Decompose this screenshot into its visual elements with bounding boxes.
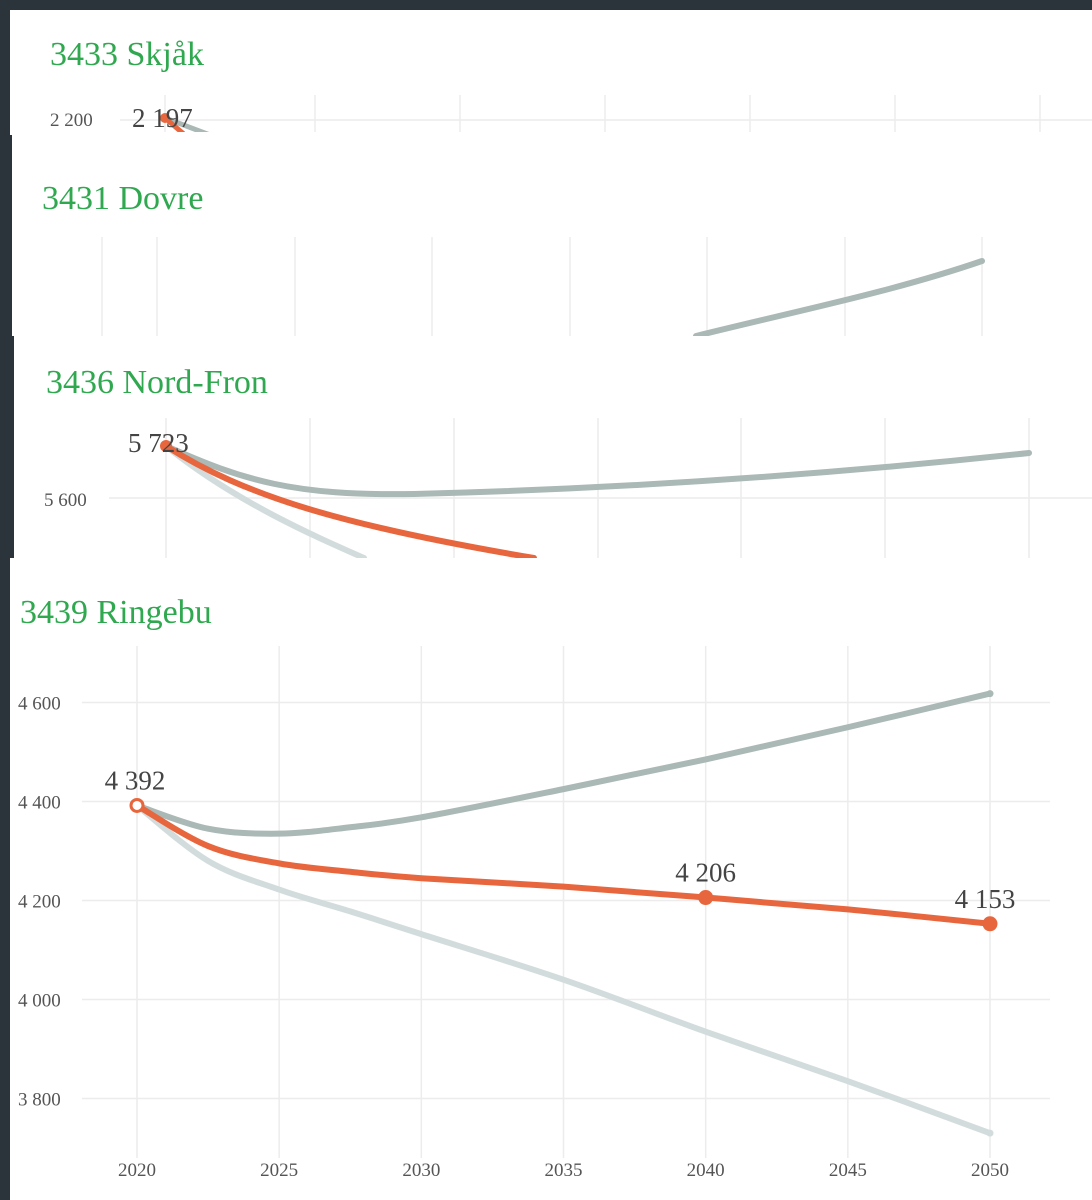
data-label-2020: 4 392 [105,765,166,795]
chart-ringebu-svg: 4 600 4 400 4 200 4 000 3 800 2020 2025 2030 20… [18,646,1050,1181]
series-main-line [163,443,537,558]
chart-skjak-svg: 2 200 2 197 [50,95,1092,135]
chart-panel-dovre: 3431 Dovre [12,132,1092,336]
data-point-2020 [160,113,170,123]
x-tick-label: 2040 [687,1160,725,1181]
series-high-line [134,690,993,837]
series-high-end-point [986,690,994,698]
data-label: 5 723 [128,428,189,458]
chart-panel-skjak: 3433 Skjåk 2 200 2 197 [10,10,1092,135]
y-tick-label: 4 000 [18,991,61,1012]
y-tick-label: 4 600 [18,694,61,715]
chart-panel-ringebu: 3439 Ringebu 4 600 4 400 4 200 4 000 3 800 2… [10,558,1092,1200]
y-tick-label: 4 200 [18,892,61,913]
series-high-line [163,443,1032,498]
x-tick-label: 2045 [829,1160,867,1181]
data-label-2040: 4 206 [675,858,736,888]
data-label: 2 197 [132,103,193,133]
series-high-line [693,258,985,336]
chart-panel-nord-fron: 3436 Nord-Fron 5 600 5 723 [14,336,1092,558]
chart-title: 3439 Ringebu [20,594,212,631]
series-low-line [134,802,993,1137]
y-tick-label: 3 800 [18,1090,61,1111]
chart-dovre-svg [101,237,985,336]
series-low-line [163,443,367,558]
y-tick-label: 4 400 [18,793,61,814]
x-tick-label: 2020 [118,1160,156,1181]
y-tick-label: 2 200 [50,110,93,131]
chart-title: 3431 Dovre [42,180,204,217]
y-tick-label: 5 600 [44,490,87,511]
series-main-line [134,802,993,927]
data-point-2040 [698,890,714,906]
x-tick-label: 2050 [971,1160,1009,1181]
data-point-2020 [160,440,172,452]
x-tick-label: 2030 [402,1160,440,1181]
data-point-2050 [982,916,998,932]
chart-title: 3436 Nord-Fron [46,364,268,401]
chart-nord-fron-svg: 5 600 5 723 [44,418,1092,558]
x-tick-label: 2035 [545,1160,583,1181]
chart-title: 3433 Skjåk [50,36,204,73]
series-low-end-point [986,1129,994,1137]
data-point-2020 [129,797,145,813]
x-tick-label: 2025 [260,1160,298,1181]
data-label-2050: 4 153 [955,884,1016,914]
